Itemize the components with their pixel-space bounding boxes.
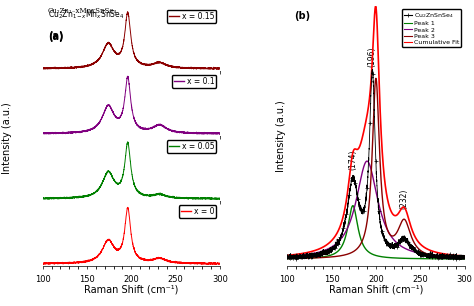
Text: (174): (174) xyxy=(348,150,357,170)
Text: (232): (232) xyxy=(400,189,409,209)
Legend: Cu$_2$ZnSnSe$_4$, Peak 1, Peak 2, Peak 3, Cumulative Fit: Cu$_2$ZnSnSe$_4$, Peak 1, Peak 2, Peak 3… xyxy=(401,9,461,47)
Y-axis label: Intensity (a.u.): Intensity (a.u.) xyxy=(276,100,286,172)
Text: (196): (196) xyxy=(368,46,377,67)
X-axis label: Raman Shift (cm⁻¹): Raman Shift (cm⁻¹) xyxy=(84,285,179,295)
Legend: x = 0.05: x = 0.05 xyxy=(167,140,216,153)
Text: Intensity (a.u.): Intensity (a.u.) xyxy=(2,102,12,174)
X-axis label: Raman Shift (cm⁻¹): Raman Shift (cm⁻¹) xyxy=(328,285,423,295)
Text: (a): (a) xyxy=(48,32,64,42)
Legend: x = 0.1: x = 0.1 xyxy=(172,75,216,88)
Text: (b): (b) xyxy=(294,11,310,21)
Text: Cu$_2$Zn$_{1-x}$Mn$_x$SnSe$_4$: Cu$_2$Zn$_{1-x}$Mn$_x$SnSe$_4$ xyxy=(48,8,125,21)
Legend: x = 0.15: x = 0.15 xyxy=(167,10,216,23)
Text: (a): (a) xyxy=(48,31,64,41)
Legend: x = 0: x = 0 xyxy=(179,205,216,218)
Text: Cu₂Zn₁₋xMnxSnSe₄: Cu₂Zn₁₋xMnxSnSe₄ xyxy=(48,7,117,15)
